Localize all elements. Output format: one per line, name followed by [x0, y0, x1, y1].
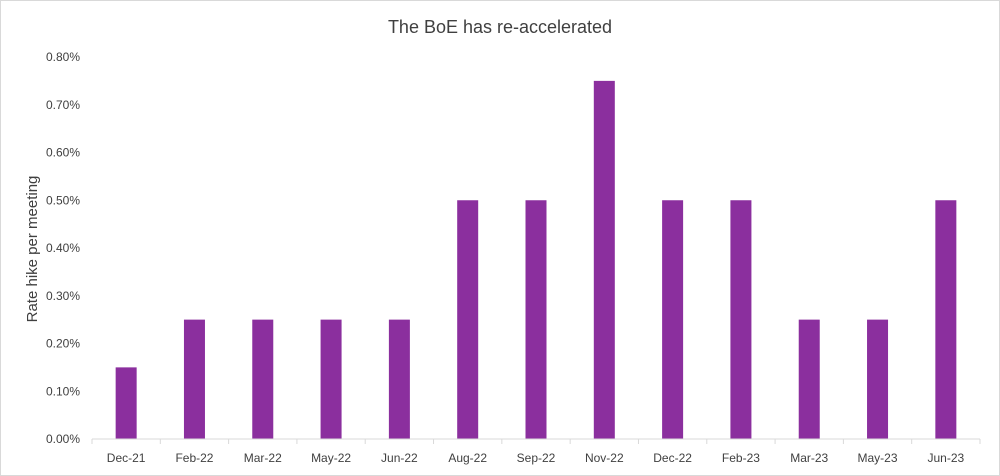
bar: [593, 80, 615, 439]
y-tick-label: 0.10%: [46, 384, 80, 398]
y-tick-label: 0.00%: [46, 432, 80, 446]
y-tick-label: 0.80%: [46, 50, 80, 64]
x-tick-label: Jun-22: [381, 451, 418, 465]
bar: [867, 319, 889, 439]
y-tick-label: 0.40%: [46, 241, 80, 255]
bar: [525, 200, 547, 439]
bar: [252, 319, 274, 439]
bar: [388, 319, 410, 439]
x-tick-label: Mar-22: [244, 451, 282, 465]
bar: [183, 319, 205, 439]
y-tick-label: 0.30%: [46, 289, 80, 303]
x-tick-label: Feb-22: [175, 451, 213, 465]
x-tick-label: Nov-22: [585, 451, 624, 465]
bar: [115, 367, 137, 439]
y-axis-label: Rate hike per meeting: [24, 176, 41, 323]
x-tick-label: Feb-23: [722, 451, 760, 465]
bar: [935, 200, 957, 439]
x-tick-label: Dec-21: [107, 451, 146, 465]
x-tick-label: Aug-22: [448, 451, 487, 465]
y-tick-label: 0.70%: [46, 98, 80, 112]
bar: [662, 200, 684, 439]
x-tick-label: May-23: [858, 451, 898, 465]
x-tick-label: Mar-23: [790, 451, 828, 465]
bar: [798, 319, 820, 439]
bar: [457, 200, 479, 439]
bar: [730, 200, 752, 439]
x-tick-label: Sep-22: [517, 451, 556, 465]
bars: [115, 80, 957, 439]
x-tick-label: May-22: [311, 451, 351, 465]
x-tick-label: Dec-22: [653, 451, 692, 465]
bar: [320, 319, 342, 439]
x-tick-label: Jun-23: [927, 451, 964, 465]
chart-title: The BoE has re-accelerated: [388, 17, 612, 37]
y-tick-label: 0.20%: [46, 337, 80, 351]
y-tick-labels: 0.00% 0.10% 0.20% 0.30% 0.40% 0.50% 0.60% 0.70%…: [46, 50, 80, 446]
x-tick-labels: Dec-21 Feb-22 Mar-22 May-22 Jun-22 Aug-22 Sep-…: [91, 439, 981, 465]
y-tick-label: 0.60%: [46, 146, 80, 160]
y-tick-label: 0.50%: [46, 193, 80, 207]
